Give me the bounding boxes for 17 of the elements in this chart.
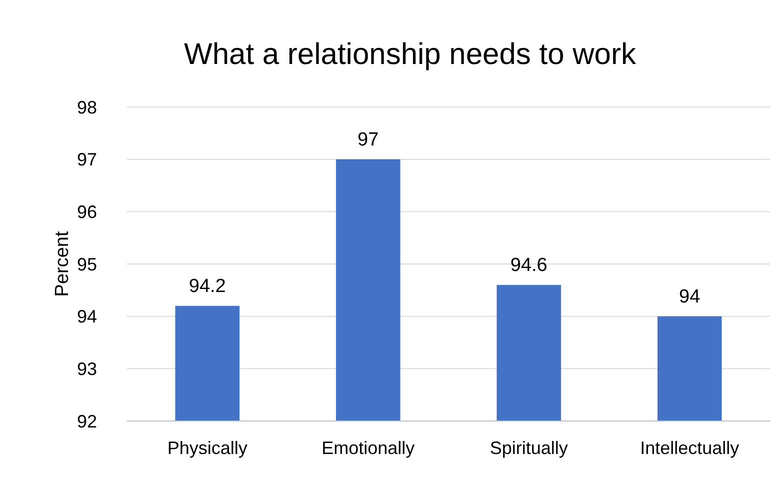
x-tick-label: Spiritually bbox=[490, 438, 568, 458]
y-tick-label: 94 bbox=[76, 306, 97, 327]
y-tick-label: 95 bbox=[76, 254, 97, 274]
x-tick-label: Physically bbox=[167, 438, 248, 458]
y-tick-label: 92 bbox=[76, 411, 97, 432]
x-tick-label: Emotionally bbox=[322, 438, 415, 458]
y-tick-label: 97 bbox=[76, 150, 97, 170]
data-label: 94.2 bbox=[188, 276, 226, 297]
y-tick-label: 93 bbox=[76, 358, 97, 379]
data-label: 94 bbox=[679, 286, 701, 308]
y-tick-label: 96 bbox=[76, 202, 97, 222]
chart-title: What a relationship needs to work bbox=[184, 38, 637, 71]
x-tick-label: Intellectually bbox=[640, 438, 740, 458]
y-axis-title: Percent bbox=[52, 230, 73, 297]
y-tick-label: 98 bbox=[76, 97, 97, 118]
data-label: 97 bbox=[358, 129, 379, 150]
data-label: 94.6 bbox=[510, 254, 548, 276]
